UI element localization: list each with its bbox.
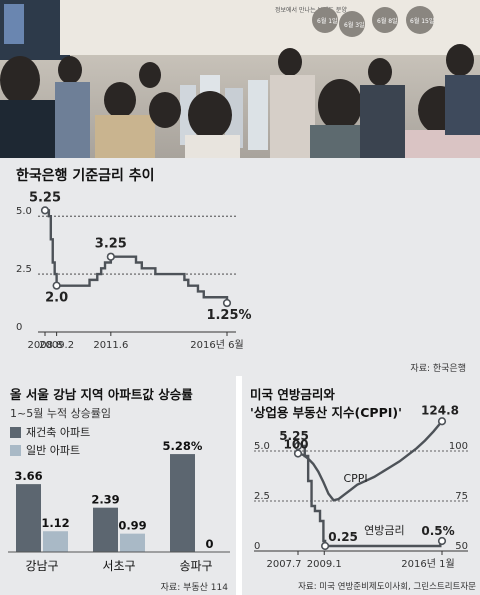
us-rate-title-line1: 미국 연방금리와 [250,387,335,402]
fed-low-label: 0.25 [328,530,358,544]
apartment-title: 올 서울 강남 지역 아파트값 상승률 [10,387,193,402]
photo-badge-1: 6월 1일 [317,17,338,25]
bar-general [43,531,68,552]
legend-rebuild-label: 재건축 아파트 [26,426,91,439]
y-tick-label: 0 [16,322,22,333]
y-tick-label: 5.0 [16,206,32,217]
us-rate-title-line2: '상업용 부동산 지수(CPPI)' [250,405,402,420]
apartment-source: 자료: 부동산 114 [160,583,228,593]
series-marker [437,536,447,546]
x-tick-label: 2016년 6월 [190,339,243,351]
fed-series-label: 연방금리 [364,524,404,537]
left-tick-label: 2.5 [254,491,270,502]
left-tick-label: 0 [254,541,260,552]
photo-banner-text: 정보에서 만나는 브랜드 분양 [275,6,347,14]
bar-value-label: 5.28% [163,439,203,453]
x-tick-label: 2007.7 [267,559,302,570]
news-photo: 정보에서 만나는 브랜드 분양 6월 1일 6월 3일 6월 8일 6월 15일 [0,0,480,158]
bar-value-label: 3.66 [14,469,42,483]
legend-rebuild: 재건축 아파트 [10,423,90,441]
cppi-series-label: CPPI [343,472,367,485]
photo-crowd [0,44,480,158]
apartment-legend: 재건축 아파트 일반 아파트 [10,423,90,459]
left-tick-label: 5.0 [254,441,270,452]
bar-rebuild [93,507,118,552]
base-rate-marker [222,298,232,308]
right-tick-label: 50 [455,541,468,552]
base-rate-value-label: 5.25 [29,190,61,205]
apartment-bar-chart: 3.66 1.12 강남구 2.39 0.99 서초구 5.28% 0 송파구 [8,439,230,573]
x-tick-label: 2016년 1월 [401,558,454,570]
x-tick-label: 2008.8 [28,340,63,351]
apartment-subtitle: 1~5월 누적 상승률임 [10,407,112,420]
category-label: 강남구 [25,559,58,573]
photo-badges: 6월 1일 6월 3일 6월 8일 6월 15일 [312,6,434,37]
us-rate-source: 자료: 미국 연방준비제도이사회, 그린스트리트자문 [298,582,476,592]
photo-badge-2: 6월 3일 [344,21,365,29]
legend-general-label: 일반 아파트 [26,444,81,457]
series-marker [293,441,303,451]
x-tick-label: 2011.6 [93,340,128,351]
bar-value-label: 0 [205,537,213,551]
base-rate-marker [106,252,115,261]
cppi-line [297,420,443,502]
category-label: 서초구 [102,559,135,573]
base-rate-line [45,209,229,304]
bar-general [120,533,145,552]
us-rate-panel: 미국 연방금리와 '상업용 부동산 지수(CPPI)' 0 50 2.5 75 5.0 1… [242,376,480,595]
photo-badge-3: 6월 8일 [377,17,398,25]
bar-value-label: 1.12 [41,516,69,530]
base-rate-value-label: 1.25% [206,308,251,323]
legend-general: 일반 아파트 [10,441,90,459]
bar-value-label: 0.99 [118,519,146,533]
fed-start-label: 5.25 [279,429,309,443]
fed-end-label: 0.5% [421,524,454,538]
right-tick-label: 75 [455,491,468,502]
legend-rebuild-swatch [10,426,21,438]
us-rate-chart: 0 50 2.5 75 5.0 100 2007.7 2009.1 2016년 1월 100 124… [254,403,468,570]
series-marker [293,449,303,458]
base-rate-marker [40,206,50,215]
base-rate-title: 한국은행 기준금리 추이 [16,168,155,184]
bar-value-label: 2.39 [91,493,119,507]
apartment-panel: 올 서울 강남 지역 아파트값 상승률 1~5월 누적 상승률임 재건축 아파트… [0,376,236,595]
cppi-end-label: 124.8 [421,403,459,417]
photo-badge-4: 6월 15일 [410,17,434,25]
bar-rebuild [170,454,195,552]
category-label: 송파구 [179,559,212,573]
x-tick-label: 2009.2 [39,340,74,351]
fed-rate-line [298,444,442,548]
cppi-start-label: 100 [283,438,308,452]
photo-crowd-illustration: 정보에서 만나는 브랜드 분양 6월 1일 6월 3일 6월 8일 6월 15일 [0,0,480,158]
legend-general-swatch [10,444,21,456]
right-tick-label: 100 [449,441,468,452]
x-tick-label: 2009.1 [307,559,342,570]
base-rate-value-label: 3.25 [95,237,127,252]
base-rate-panel: 한국은행 기준금리 추이 0 2.5 5.0 2008.8 2009.2 2011.6 20… [0,158,480,376]
base-rate-value-label: 2.0 [45,291,68,306]
base-rate-marker [52,281,61,290]
bar-rebuild [16,484,41,552]
y-tick-label: 2.5 [16,264,32,275]
series-marker [321,541,330,551]
series-marker [437,417,447,426]
base-rate-source: 자료: 한국은행 [410,364,466,374]
